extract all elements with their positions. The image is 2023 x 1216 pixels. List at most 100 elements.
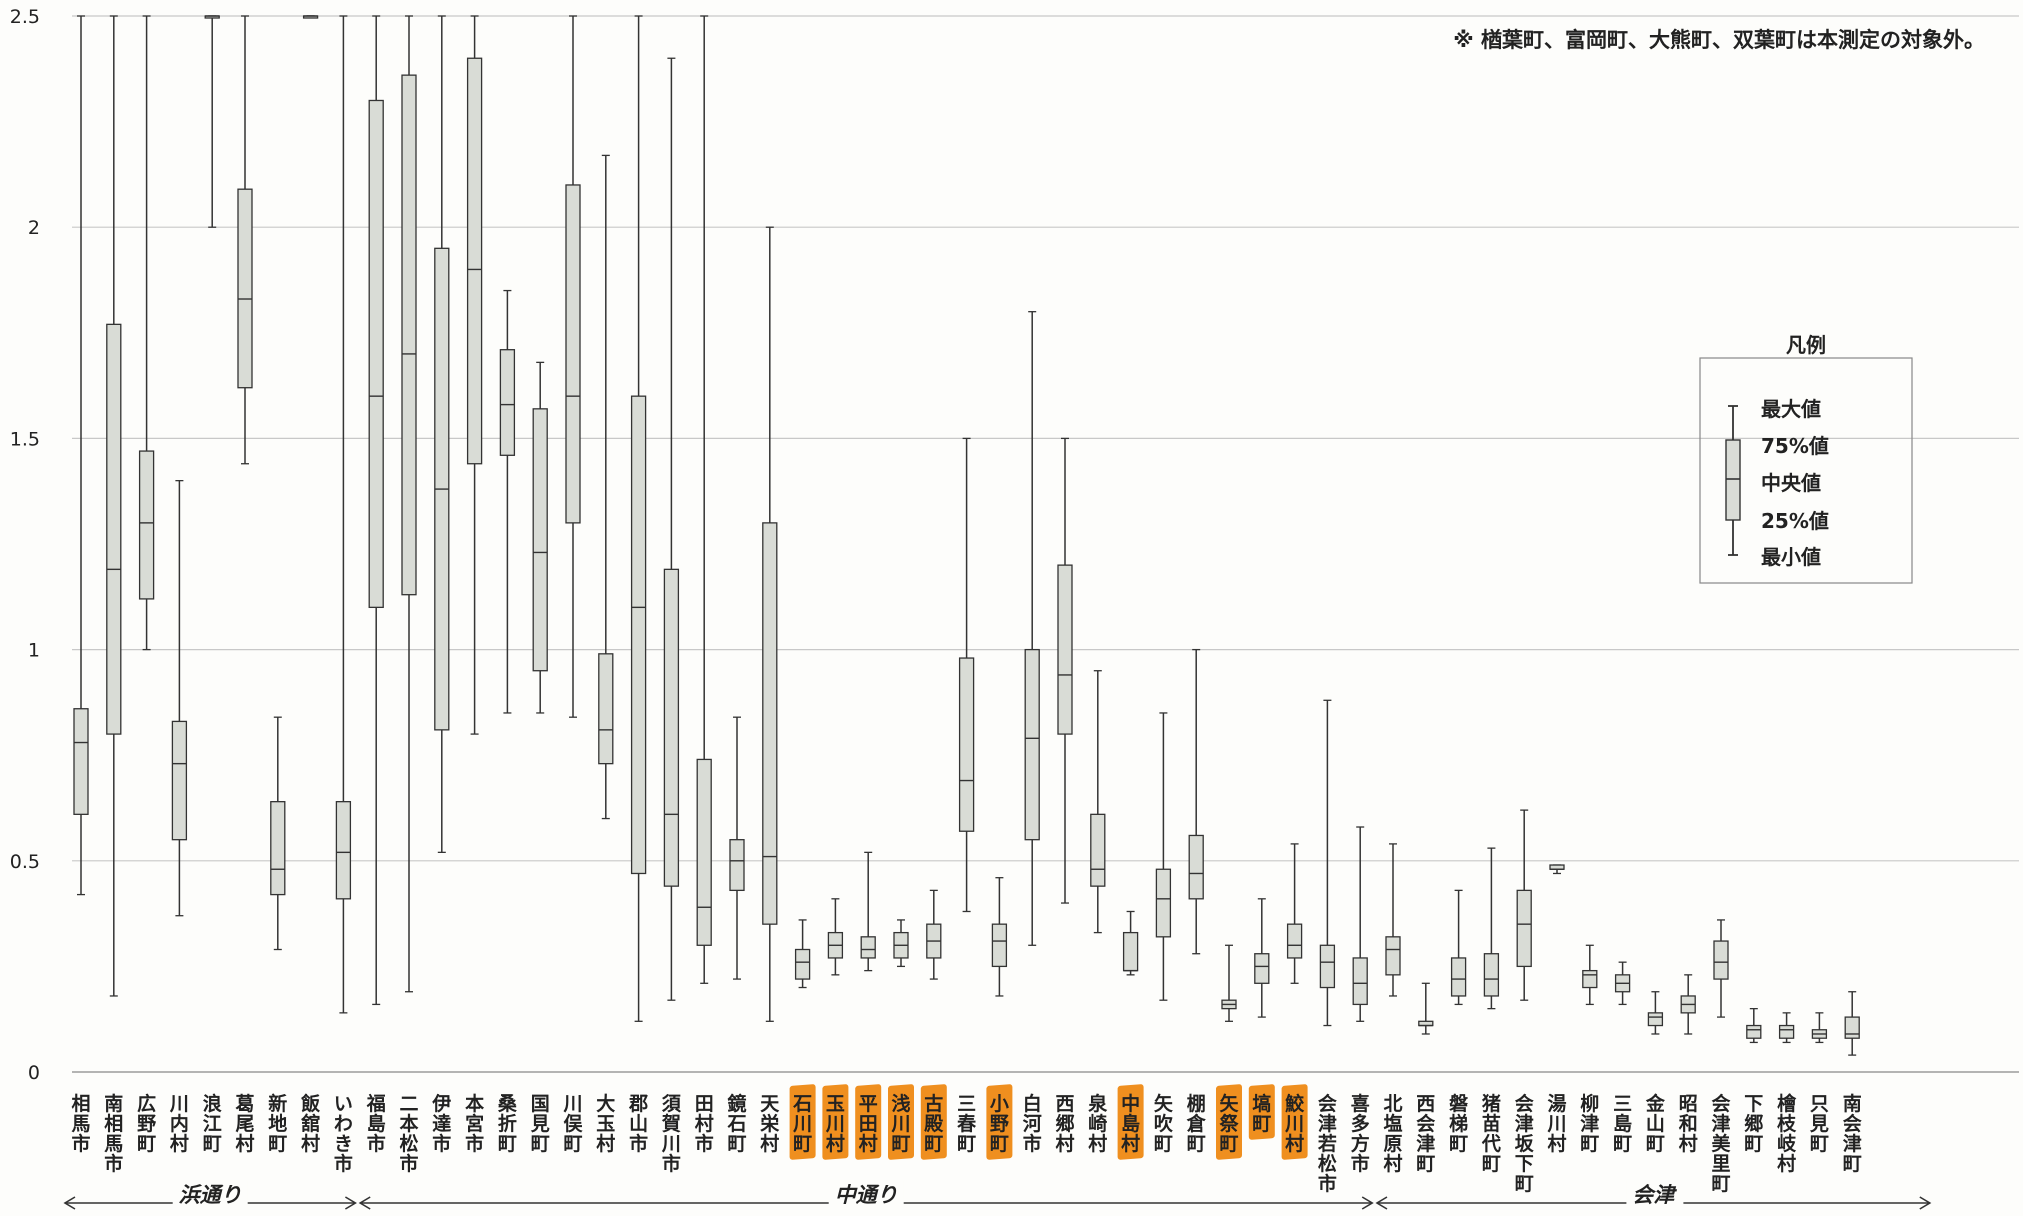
box-iqr — [630, 395, 647, 875]
box-20 — [729, 716, 745, 980]
box-21 — [762, 226, 778, 1022]
box-8 — [335, 15, 352, 1014]
box-iqr — [1057, 564, 1073, 735]
box-iqr — [1778, 1024, 1795, 1039]
x-tick-label: 鮫川村 — [1284, 1092, 1305, 1155]
box-23 — [827, 898, 844, 976]
y-tick-label: 2 — [28, 217, 40, 239]
box-iqr — [1090, 813, 1106, 887]
legend-item-median: 中央値 — [1761, 471, 1821, 495]
box-16 — [598, 154, 614, 820]
x-label-28: 小野町 — [986, 1084, 1013, 1160]
box-1 — [106, 15, 122, 997]
box-iqr — [794, 948, 811, 980]
y-tick-label: 1.5 — [10, 428, 40, 450]
box-iqr — [532, 408, 548, 672]
region-label-bg — [828, 1181, 904, 1209]
region-label: 浜通り — [179, 1183, 242, 1207]
box-iqr — [598, 653, 614, 765]
box-iqr — [958, 657, 975, 832]
box-iqr — [270, 801, 286, 896]
box-42 — [1450, 889, 1467, 1006]
x-tick-label: 湯川村 — [1546, 1093, 1566, 1155]
box-36 — [1254, 898, 1270, 1018]
box-iqr — [696, 758, 712, 946]
x-tick-label: 檜枝岐村 — [1777, 1092, 1797, 1175]
y-tick-label: 2.5 — [10, 6, 40, 28]
highlight-tag — [1281, 1084, 1308, 1160]
legend-box — [1725, 439, 1741, 521]
box-46 — [1582, 944, 1598, 1006]
box-50 — [1713, 919, 1729, 1018]
region-0: 浜通り — [63, 1181, 357, 1210]
box-11 — [434, 15, 450, 854]
arrowhead-right — [344, 1196, 357, 1210]
x-tick-label: 会津美里町 — [1711, 1092, 1731, 1195]
x-tick-label: 田村市 — [695, 1093, 714, 1155]
box-iqr — [73, 708, 89, 815]
x-label-49: 昭和村 — [1679, 1093, 1698, 1155]
x-tick-label: 広野町 — [137, 1092, 156, 1155]
box-iqr — [1713, 940, 1729, 980]
x-label-38: 会津若松市 — [1318, 1092, 1337, 1195]
x-label-11: 伊達市 — [431, 1092, 451, 1155]
box-iqr — [1385, 936, 1401, 976]
box-4 — [204, 15, 220, 228]
legend-item-q3: 75%値 — [1761, 434, 1829, 458]
x-label-37: 鮫川村 — [1281, 1084, 1308, 1160]
box-41 — [1418, 982, 1434, 1035]
box-33 — [1155, 712, 1172, 1001]
x-label-45: 湯川村 — [1546, 1093, 1566, 1155]
x-tick-label: 白河市 — [1023, 1092, 1042, 1155]
x-label-4: 浪江町 — [203, 1092, 222, 1155]
x-tick-label: 会津坂下町 — [1515, 1092, 1535, 1195]
x-label-0: 相馬市 — [71, 1093, 90, 1155]
x-tick-label: 福島市 — [366, 1092, 386, 1155]
x-label-50: 会津美里町 — [1711, 1092, 1731, 1195]
box-51 — [1746, 1007, 1762, 1044]
x-tick-label: 柳津町 — [1580, 1092, 1599, 1155]
box-13 — [499, 289, 516, 714]
highlight-tag — [789, 1084, 816, 1160]
region-label-bg — [172, 1181, 248, 1209]
highlight-tag — [888, 1084, 914, 1160]
x-tick-label: 北塩原村 — [1383, 1093, 1402, 1175]
box-34 — [1188, 648, 1204, 955]
box-iqr — [368, 99, 384, 609]
box-29 — [1024, 311, 1040, 946]
box-iqr — [1582, 969, 1598, 989]
x-label-32: 中島村 — [1117, 1084, 1144, 1160]
x-tick-label: 古殿町 — [923, 1092, 944, 1155]
x-tick-label: 玉川村 — [825, 1093, 845, 1155]
x-label-33: 矢吹町 — [1154, 1092, 1174, 1155]
box-18 — [663, 57, 680, 1001]
x-tick-label: 浅川町 — [890, 1092, 910, 1155]
x-tick-label: 只見町 — [1810, 1093, 1829, 1155]
arrowhead-left — [1375, 1196, 1388, 1210]
x-tick-label: 飯舘村 — [300, 1092, 320, 1155]
x-label-23: 玉川村 — [822, 1084, 849, 1160]
x-tick-label: 塙町 — [1252, 1092, 1271, 1135]
legend-frame — [1699, 357, 1913, 584]
box-iqr — [762, 522, 778, 925]
box-iqr — [1286, 923, 1303, 959]
x-label-16: 大玉村 — [596, 1092, 615, 1155]
x-tick-label: 本宮市 — [465, 1092, 484, 1155]
x-tick-label: 相馬市 — [71, 1093, 90, 1155]
box-38 — [1319, 699, 1336, 1027]
x-tick-label: 平田村 — [859, 1093, 878, 1155]
y-tick-label: 0.5 — [10, 851, 40, 873]
x-tick-label: 南相馬市 — [104, 1093, 123, 1175]
highlight-tag — [920, 1084, 947, 1160]
x-tick-label: 小野町 — [990, 1093, 1009, 1155]
legend-item-q1: 25%値 — [1761, 509, 1829, 533]
x-label-19: 田村市 — [695, 1093, 714, 1155]
x-label-31: 泉崎村 — [1087, 1092, 1108, 1155]
arrowhead-left — [63, 1196, 76, 1210]
box-49 — [1680, 974, 1696, 1035]
x-tick-label: 喜多方市 — [1351, 1093, 1370, 1175]
arrowhead-left — [358, 1196, 371, 1210]
x-label-15: 川俣町 — [562, 1093, 583, 1155]
x-label-12: 本宮市 — [465, 1092, 484, 1155]
